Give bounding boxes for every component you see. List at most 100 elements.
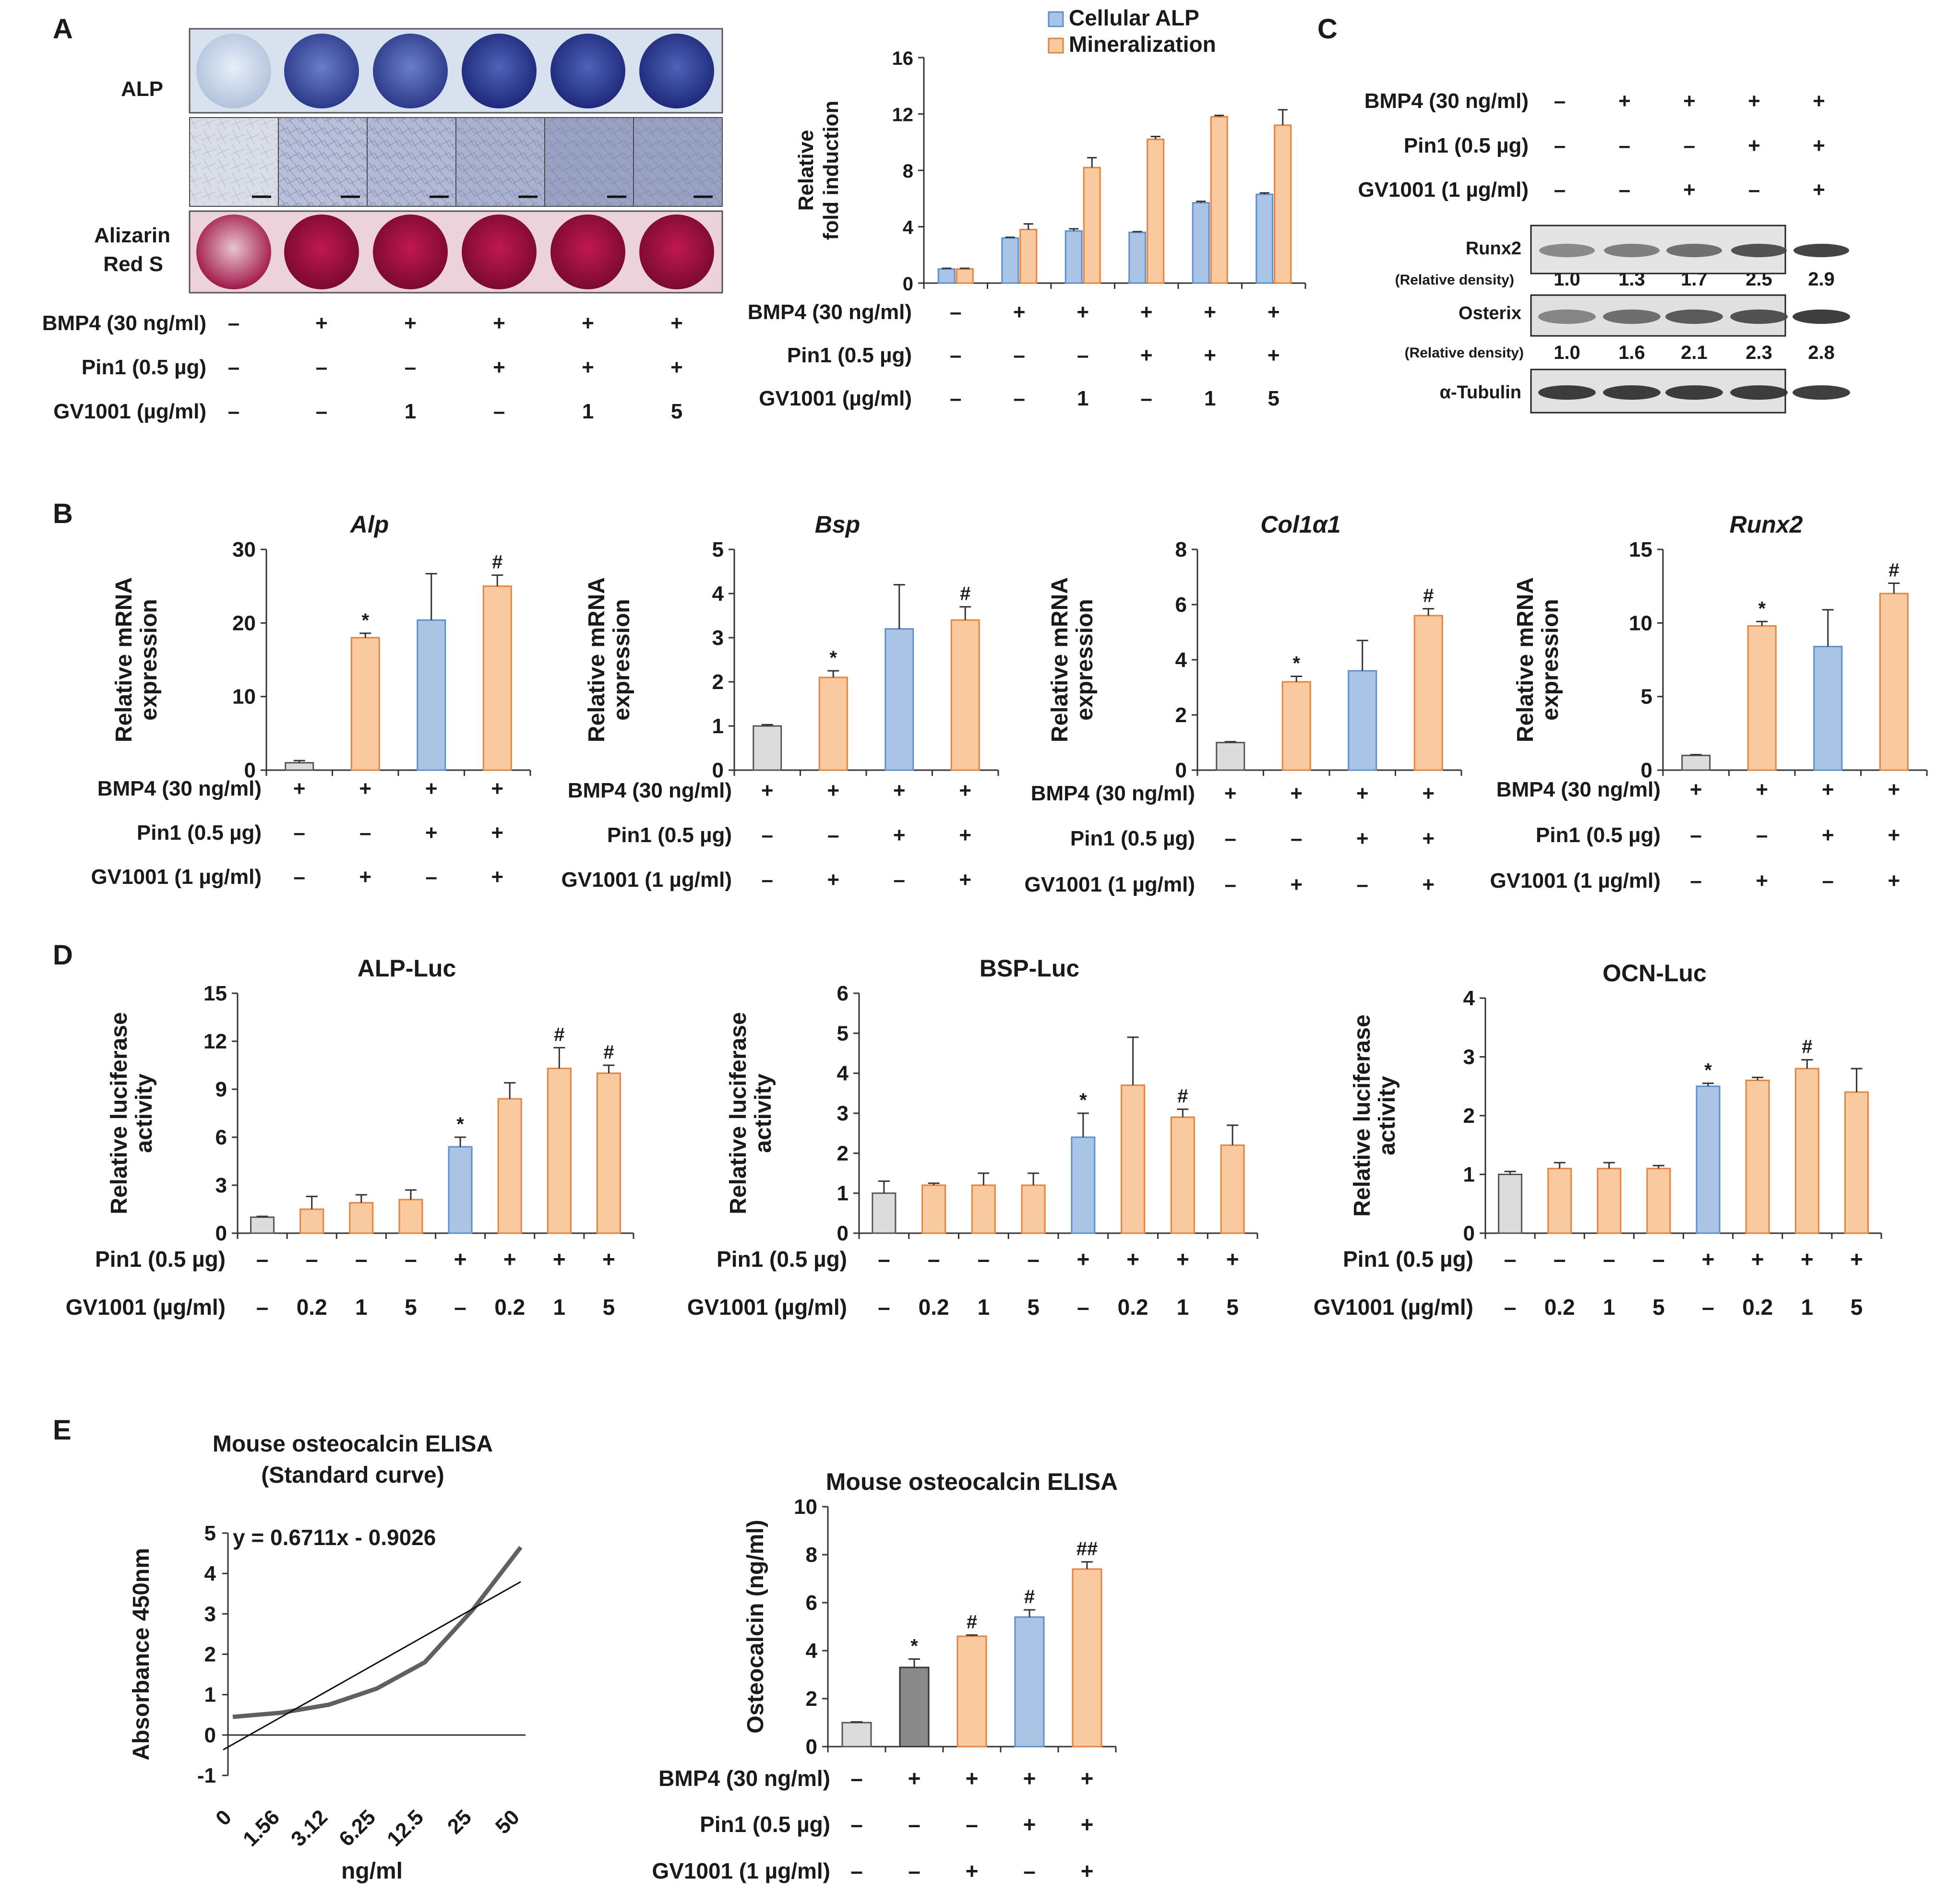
row-cell: – bbox=[454, 1295, 466, 1320]
runx2-blot-label: Runx2 bbox=[1466, 238, 1521, 259]
y-tick-label: 2 bbox=[837, 1142, 849, 1165]
runx2-band bbox=[1604, 244, 1660, 257]
y-tick-label: 5 bbox=[1641, 685, 1652, 709]
row-cell: + bbox=[425, 777, 438, 800]
row-cell: – bbox=[1603, 1247, 1615, 1272]
row-cell: – bbox=[1504, 1295, 1517, 1320]
row-cell: + bbox=[1204, 300, 1216, 324]
alizarin-label-line1: Alizarin bbox=[94, 224, 170, 247]
bar bbox=[753, 725, 782, 771]
y-tick-label: 4 bbox=[806, 1639, 818, 1663]
osterix-density: 1.6 bbox=[1618, 342, 1645, 363]
bar bbox=[1813, 645, 1843, 771]
row-cell: + bbox=[1076, 1247, 1089, 1272]
osterix-density: 2.1 bbox=[1681, 342, 1708, 363]
row-cell: + bbox=[1023, 1812, 1036, 1837]
bar bbox=[1121, 1084, 1146, 1234]
y-tick-label: 4 bbox=[903, 217, 914, 238]
row-cell: 1 bbox=[582, 400, 594, 423]
significance-mark: # bbox=[960, 583, 970, 605]
y-tick-label: 3 bbox=[204, 1602, 216, 1626]
row-cell: + bbox=[1756, 778, 1768, 801]
bar bbox=[872, 1192, 897, 1234]
row-cell: + bbox=[1822, 823, 1834, 847]
osterix-band bbox=[1730, 309, 1788, 324]
row-label: BMP4 (30 ng/ml) bbox=[97, 777, 262, 800]
row-label: Pin1 (0.5 µg) bbox=[700, 1812, 830, 1837]
significance-mark: # bbox=[1423, 585, 1434, 607]
row-cell: – bbox=[1619, 178, 1630, 202]
y-tick-label: 6 bbox=[1175, 593, 1187, 617]
significance-mark: * bbox=[829, 647, 837, 668]
row-cell: + bbox=[315, 311, 328, 335]
y-tick-label: 0 bbox=[1175, 759, 1187, 782]
panel-a-treatment-table: BMP4 (30 ng/ml) Pin1 (0.5 µg) GV1001 (µg… bbox=[42, 311, 683, 423]
row-cell: + bbox=[1702, 1247, 1715, 1272]
y-tick-label: 3 bbox=[215, 1174, 227, 1197]
significance-mark: * bbox=[456, 1114, 464, 1135]
row-cell: 1 bbox=[553, 1295, 566, 1320]
bar bbox=[1083, 167, 1101, 284]
trend-line bbox=[223, 1581, 521, 1750]
panel-letter-d: D bbox=[53, 940, 73, 971]
row-cell: – bbox=[1702, 1295, 1714, 1320]
row-cell: – bbox=[1141, 387, 1152, 410]
y-tick-label: 12 bbox=[203, 1030, 227, 1053]
significance-mark: * bbox=[1758, 598, 1766, 619]
y-axis-label: Relative luciferase bbox=[1350, 1014, 1375, 1217]
significance-mark: * bbox=[910, 1636, 918, 1657]
row-cell: – bbox=[1023, 1858, 1036, 1883]
y-tick-label: 1 bbox=[204, 1683, 216, 1707]
y-axis-label: activity bbox=[751, 1073, 776, 1153]
row-cell: 0.2 bbox=[1118, 1295, 1148, 1320]
row-cell: + bbox=[1813, 89, 1825, 113]
row-cell: 5 bbox=[671, 400, 682, 423]
bar bbox=[1072, 1568, 1102, 1748]
y-tick-label: 8 bbox=[1175, 538, 1187, 561]
row-cell: + bbox=[959, 823, 971, 847]
row-label: GV1001 (µg/ml) bbox=[1314, 1295, 1473, 1320]
row-cell: – bbox=[950, 344, 961, 367]
legend-label: Mineralization bbox=[1069, 32, 1216, 57]
row-cell: – bbox=[1690, 869, 1702, 892]
y-tick-label: 30 bbox=[232, 538, 256, 561]
bar bbox=[1071, 1136, 1096, 1234]
row-cell: 5 bbox=[1851, 1295, 1863, 1320]
bar bbox=[1498, 1174, 1523, 1234]
row-cell: 1 bbox=[1077, 387, 1088, 410]
y-tick-label: 4 bbox=[1175, 648, 1187, 672]
row-cell: – bbox=[1554, 134, 1566, 157]
bar bbox=[1216, 742, 1245, 771]
y-tick-label: 4 bbox=[1463, 987, 1475, 1010]
y-tick-label: 2 bbox=[1463, 1104, 1475, 1128]
row-label: GV1001 (1 µg/ml) bbox=[1358, 178, 1529, 202]
row-cell: + bbox=[1888, 823, 1900, 847]
row-label: BMP4 (30 ng/ml) bbox=[748, 300, 912, 324]
row-cell: 0.2 bbox=[1742, 1295, 1773, 1320]
row-cell: + bbox=[359, 777, 371, 800]
ars-well-1 bbox=[196, 214, 271, 289]
row-cell: – bbox=[1504, 1247, 1517, 1272]
row-cell: + bbox=[293, 777, 306, 800]
row-cell: 1 bbox=[1801, 1295, 1814, 1320]
panel-letter-e: E bbox=[53, 1415, 72, 1446]
row-cell: + bbox=[1683, 178, 1696, 202]
x-tick-label: 1.56 bbox=[239, 1805, 284, 1851]
y-tick-label: 2 bbox=[806, 1687, 817, 1711]
row-label: GV1001 (1 µg/ml) bbox=[1490, 869, 1661, 892]
y-tick-label: 1 bbox=[837, 1182, 849, 1205]
row-label: Pin1 (0.5 µg) bbox=[137, 821, 262, 845]
y-tick-label: 8 bbox=[806, 1543, 817, 1567]
osterix-band bbox=[1538, 309, 1596, 324]
y-tick-label: 16 bbox=[892, 48, 914, 69]
significance-mark: # bbox=[1889, 560, 1899, 581]
row-cell: + bbox=[670, 311, 683, 335]
bar bbox=[1021, 1184, 1046, 1234]
row-cell: – bbox=[928, 1247, 940, 1272]
row-cell: – bbox=[950, 387, 961, 410]
row-cell: + bbox=[1822, 778, 1834, 801]
panel-c-western-blot: BMP4 (30 ng/ml) Pin1 (0.5 µg) GV1001 (1 … bbox=[1358, 89, 1850, 414]
row-cell: 1 bbox=[355, 1295, 368, 1320]
row-cell: – bbox=[405, 1247, 417, 1272]
tubulin-band bbox=[1730, 385, 1788, 400]
